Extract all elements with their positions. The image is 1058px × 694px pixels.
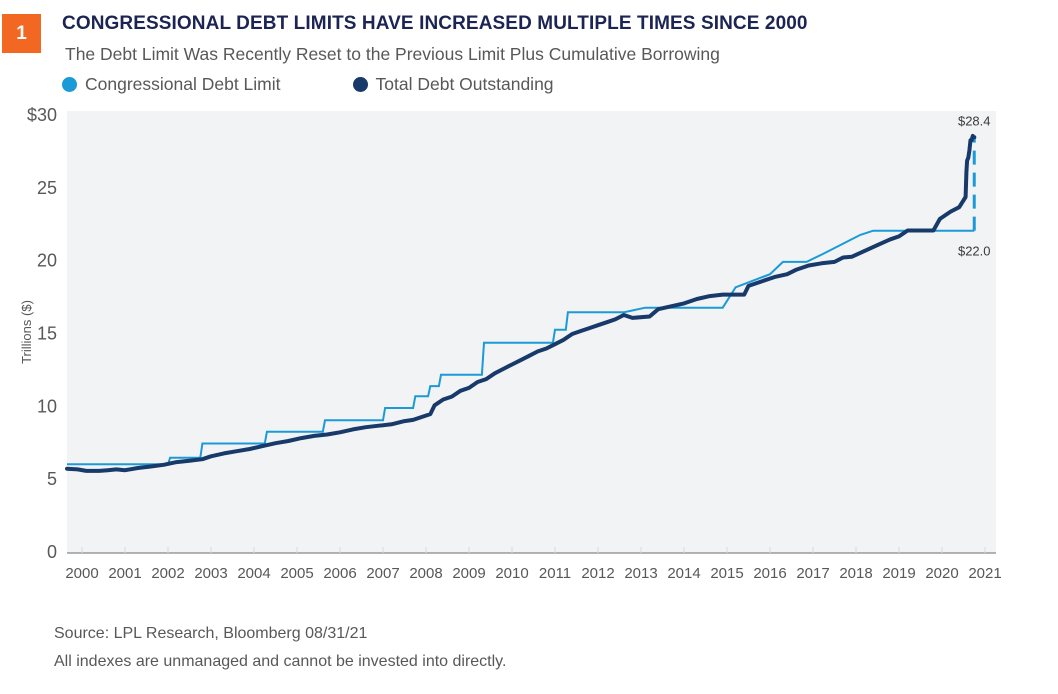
x-tick-label: 2002 bbox=[151, 565, 184, 582]
chart-subtitle: The Debt Limit Was Recently Reset to the… bbox=[65, 44, 720, 64]
x-tick-label: 2014 bbox=[667, 565, 700, 582]
y-axis-label: Trillions ($) bbox=[19, 300, 34, 364]
y-tick-label: 5 bbox=[47, 469, 57, 489]
debt-outstanding-legend-marker-icon bbox=[352, 77, 368, 92]
x-tick-label: 2016 bbox=[753, 565, 786, 582]
x-tick-label: 2001 bbox=[108, 565, 141, 582]
y-axis: $30 25 20 15 10 5 0 bbox=[27, 105, 57, 562]
x-tick-label: 2017 bbox=[796, 565, 829, 582]
x-tick-label: 2013 bbox=[624, 565, 657, 582]
debt-limit-legend-marker-icon bbox=[62, 77, 77, 92]
x-tick-label: 2019 bbox=[882, 565, 915, 582]
x-tick-label: 2005 bbox=[280, 565, 313, 582]
y-tick-label: 15 bbox=[37, 324, 57, 344]
total-debt-outstanding-line bbox=[65, 133, 977, 473]
figure-number-badge: 1 bbox=[2, 14, 41, 53]
x-tick-label: 2018 bbox=[839, 565, 872, 582]
x-tick-label: 2020 bbox=[925, 565, 958, 582]
y-tick-label: 10 bbox=[37, 396, 57, 416]
x-tick-label: 2011 bbox=[539, 565, 571, 582]
legend-label-debt-outstanding: Total Debt Outstanding bbox=[375, 74, 554, 94]
y-tick-label: $30 bbox=[27, 105, 57, 125]
x-tick-label: 2009 bbox=[452, 565, 485, 582]
source-note: Source: LPL Research, Bloomberg 08/31/21 bbox=[54, 625, 368, 642]
legend-label-debt-limit: Congressional Debt Limit bbox=[85, 74, 281, 94]
legend-item-debt-outstanding: Total Debt Outstanding bbox=[352, 74, 554, 95]
annotation-debt-limit-value: $22.0 bbox=[958, 244, 991, 259]
x-axis: 2000 2001 2002 2003 2004 2005 2006 2007 2008 2009… bbox=[65, 547, 1002, 582]
x-tick-label: 2010 bbox=[495, 565, 528, 582]
chart-title: CONGRESSIONAL DEBT LIMITS HAVE INCREASED… bbox=[62, 13, 808, 34]
x-tick-label: 2008 bbox=[409, 565, 442, 582]
x-tick-label: 2015 bbox=[710, 565, 743, 582]
chart-legend: Congressional Debt Limit Total Debt Outs… bbox=[62, 74, 626, 95]
x-tick-label: 2003 bbox=[194, 565, 227, 582]
debt-limit-line bbox=[67, 229, 975, 466]
x-tick-label: 2007 bbox=[366, 565, 399, 582]
annotations: $28.4 $22.0 bbox=[958, 113, 991, 258]
legend-item-debt-limit: Congressional Debt Limit bbox=[62, 74, 281, 95]
plot-area bbox=[67, 111, 996, 553]
x-tick-label: 2012 bbox=[581, 565, 614, 582]
y-tick-label: 0 bbox=[47, 542, 57, 562]
x-tick-label: 2000 bbox=[65, 565, 98, 582]
y-tick-label: 25 bbox=[37, 178, 57, 198]
disclaimer-note: All indexes are unmanaged and cannot be … bbox=[54, 653, 507, 670]
annotation-total-debt-value: $28.4 bbox=[958, 113, 991, 128]
x-tick-label: 2021 bbox=[968, 565, 1001, 582]
x-tick-label: 2004 bbox=[237, 565, 270, 582]
x-tick-label: 2006 bbox=[323, 565, 356, 582]
series-layer bbox=[65, 133, 977, 473]
y-tick-label: 20 bbox=[37, 251, 57, 271]
